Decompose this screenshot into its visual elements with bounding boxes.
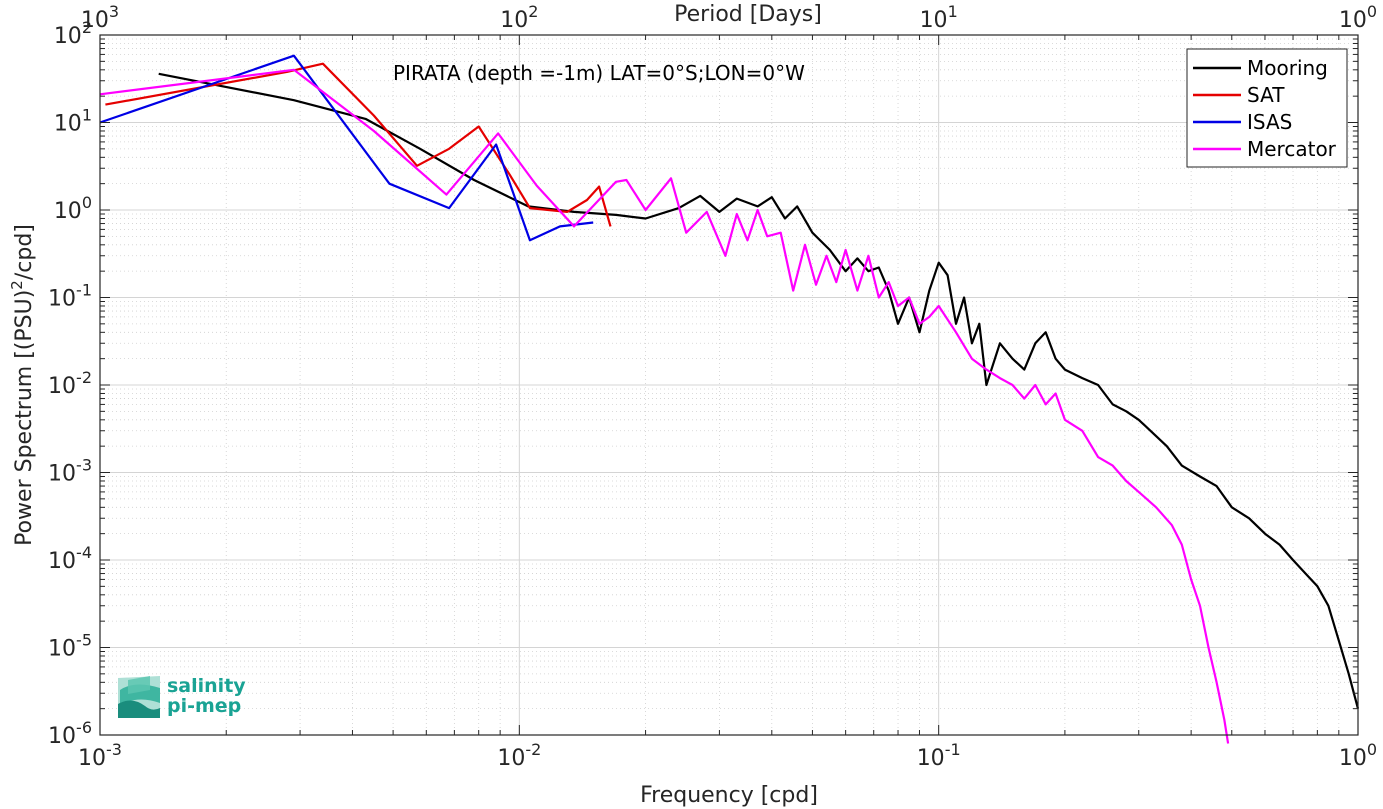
- y-tick-label: 10-1: [48, 281, 92, 312]
- x-tick-label: 10-1: [917, 740, 961, 771]
- y-tick-label: 102: [54, 18, 92, 49]
- x-tick-label: 100: [1339, 740, 1377, 771]
- legend-label-isas: ISAS: [1247, 110, 1292, 134]
- minor-grid: [100, 35, 1358, 735]
- legend-label-mooring: Mooring: [1247, 56, 1328, 80]
- wave-logo-icon: [118, 676, 160, 718]
- legend-label-mercator: Mercator: [1247, 137, 1337, 161]
- series-line-sat: [105, 62, 612, 227]
- tick-marks: [99, 34, 1359, 736]
- y-tick-label: 10-3: [48, 456, 92, 487]
- y-tick-label: 101: [54, 106, 92, 137]
- x-axis-label: Frequency [cpd]: [640, 783, 818, 808]
- y-axis-label-main: Power Spectrum [(PSU): [12, 290, 37, 546]
- y-tick-label: 10-5: [48, 631, 92, 662]
- top-tick-label: 103: [81, 2, 119, 33]
- series-line-mooring: [158, 72, 1360, 709]
- logo-line-2: pi-mep: [167, 695, 241, 717]
- y-tick-label: 10-2: [48, 368, 92, 399]
- plot-lines: [99, 54, 1360, 744]
- x-tick-label: 10-3: [78, 740, 122, 771]
- top-tick-label: 100: [1339, 2, 1377, 33]
- y-axis-label: Power Spectrum [(PSU)2/cpd]: [8, 224, 37, 546]
- legend-label-sat: SAT: [1247, 83, 1285, 107]
- top-tick-label: 101: [920, 2, 958, 33]
- logo-line-1: salinity: [167, 675, 246, 697]
- salinity-pimep-logo: salinity pi-mep: [118, 675, 246, 718]
- chart-title: PIRATA (depth =-1m) LAT=0°S;LON=0°W: [393, 61, 805, 85]
- legend: Mooring SAT ISAS Mercator: [1186, 48, 1348, 168]
- series-line-isas: [99, 54, 594, 242]
- y-axis-label-tail: /cpd]: [12, 224, 37, 280]
- top-tick-label: 102: [500, 2, 538, 33]
- top-axis-label: Period [Days]: [674, 2, 822, 27]
- y-tick-label: 100: [54, 193, 92, 224]
- y-tick-label: 10-4: [48, 543, 92, 574]
- series-line-mercator: [99, 68, 1230, 744]
- x-tick-label: 10-2: [497, 740, 541, 771]
- y-tick-label: 10-6: [48, 718, 92, 749]
- major-grid: [99, 34, 1359, 736]
- y-axis-label-sup: 2: [8, 280, 26, 290]
